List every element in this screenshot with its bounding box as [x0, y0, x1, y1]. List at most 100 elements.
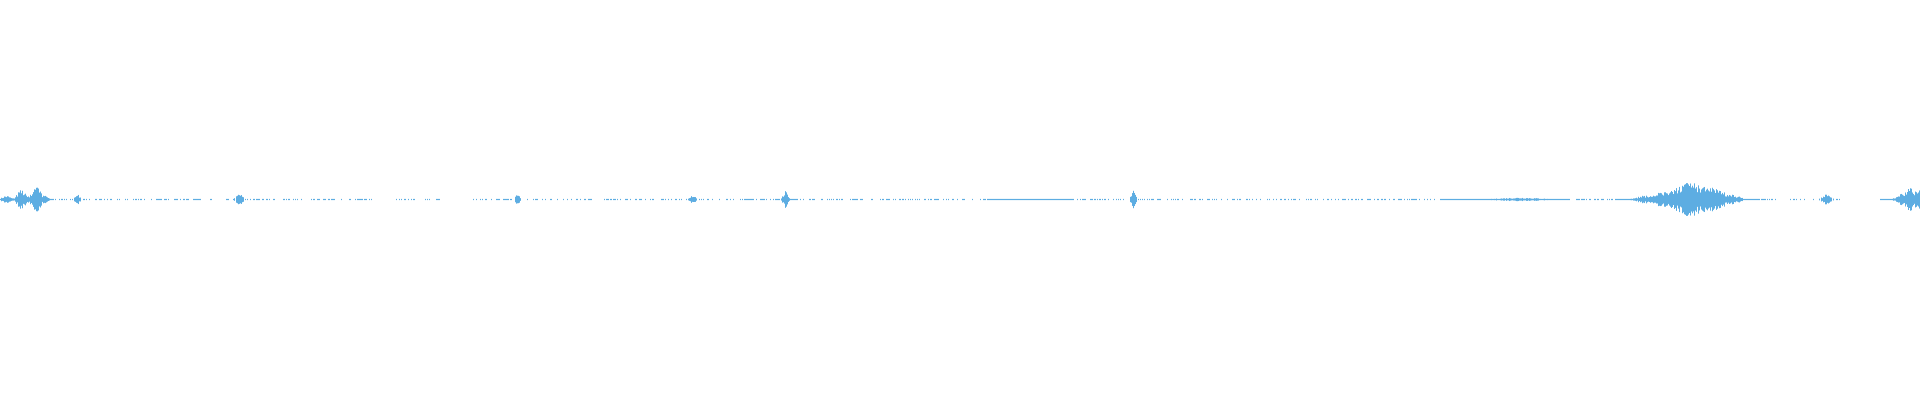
waveform-sample: [1735, 196, 1736, 203]
waveform-sample: [176, 198, 177, 201]
waveform-sample: [1000, 198, 1001, 201]
waveform-sample: [1734, 196, 1735, 203]
waveform-sample: [161, 198, 162, 201]
waveform-sample: [1727, 195, 1728, 204]
waveform-sample: [1095, 198, 1096, 201]
waveform-sample: [730, 198, 731, 201]
waveform-sample: [1233, 198, 1234, 201]
waveform-sample: [253, 198, 254, 201]
waveform-sample: [1490, 198, 1491, 201]
waveform-sample: [1138, 198, 1139, 201]
waveform-sample: [515, 196, 516, 203]
waveform-sample: [1822, 198, 1823, 201]
waveform-sample: [1682, 185, 1683, 214]
waveform-sample: [1123, 198, 1124, 201]
waveform-sample: [833, 198, 834, 201]
waveform-sample: [1676, 188, 1677, 211]
waveform-sample: [984, 198, 985, 201]
waveform-sample: [257, 198, 258, 201]
waveform-sample: [1751, 198, 1752, 201]
waveform-sample: [872, 198, 873, 201]
waveform-sample: [827, 198, 828, 201]
waveform-sample: [362, 198, 363, 201]
waveform-sample: [1481, 198, 1482, 201]
waveform-sample: [1073, 198, 1074, 201]
waveform-sample: [323, 198, 324, 201]
waveform-sample: [786, 192, 787, 207]
waveform-sample: [1130, 196, 1131, 203]
waveform-sample: [1443, 198, 1444, 201]
waveform-sample: [1560, 198, 1561, 201]
waveform-sample: [100, 198, 101, 201]
waveform-sample: [1041, 198, 1042, 201]
waveform-sample: [1578, 198, 1579, 201]
waveform-sample: [785, 191, 786, 208]
waveform-sample: [1381, 198, 1382, 201]
waveform-sample: [1328, 198, 1329, 201]
waveform-sample: [809, 198, 810, 201]
waveform-sample: [821, 198, 822, 201]
waveform-sample: [1497, 198, 1498, 201]
waveform-sample: [1036, 198, 1037, 201]
waveform-sample: [882, 198, 883, 201]
waveform-sample: [822, 198, 823, 201]
waveform-sample: [1567, 198, 1568, 201]
waveform-sample: [1666, 193, 1667, 206]
waveform-sample: [1629, 198, 1630, 201]
waveform-sample: [1053, 198, 1054, 201]
waveform-sample: [518, 195, 519, 204]
waveform-sample: [1736, 197, 1737, 202]
waveform-sample: [850, 198, 851, 201]
waveform-sample: [1790, 198, 1791, 201]
waveform-sample: [919, 198, 920, 201]
waveform-sample: [1295, 198, 1296, 201]
waveform-sample: [1356, 198, 1357, 201]
waveform-sample: [1434, 198, 1435, 201]
waveform-sample: [1723, 194, 1724, 205]
waveform-sample: [1195, 198, 1196, 201]
waveform-sample: [1294, 198, 1295, 201]
waveform-sample: [937, 198, 938, 201]
waveform-sample: [1478, 198, 1479, 201]
waveform-sample: [567, 198, 568, 201]
waveform-sample: [1050, 198, 1051, 201]
waveform-sample: [1718, 192, 1719, 207]
waveform-sample: [1175, 198, 1176, 201]
waveform-sample: [333, 198, 334, 201]
waveform-sample: [1149, 198, 1150, 201]
waveform-sample: [701, 198, 702, 201]
waveform-sample: [1526, 198, 1527, 201]
waveform-sample: [1887, 198, 1888, 201]
waveform-sample: [903, 198, 904, 201]
waveform-sample: [1239, 198, 1240, 201]
waveform-sample: [1622, 198, 1623, 201]
waveform-sample: [938, 198, 939, 201]
waveform-sample: [1327, 198, 1328, 201]
waveform-sample: [1070, 198, 1071, 201]
waveform-sample: [1092, 198, 1093, 201]
waveform-sample: [1612, 198, 1613, 201]
waveform-sample: [505, 198, 506, 201]
waveform-sample: [1039, 198, 1040, 201]
waveform-sample: [1529, 198, 1530, 201]
waveform-sample: [1754, 198, 1755, 201]
waveform-sample: [1657, 195, 1658, 204]
waveform-sample: [7, 196, 8, 203]
waveform-sample: [1344, 198, 1345, 201]
waveform-sample: [1191, 198, 1192, 201]
waveform-sample: [1558, 198, 1559, 201]
waveform-sample: [1767, 198, 1768, 201]
waveform-sample: [4, 196, 5, 203]
waveform-sample: [1664, 192, 1665, 207]
waveform-sample: [1459, 198, 1460, 201]
waveform-sample: [749, 198, 750, 201]
waveform-sample: [1021, 198, 1022, 201]
waveform-sample: [1015, 198, 1016, 201]
waveform-sample: [1652, 196, 1653, 203]
waveform-sample: [311, 198, 312, 201]
waveform-sample: [1671, 191, 1672, 208]
waveform-sample: [1643, 196, 1644, 203]
waveform-sample: [31, 196, 32, 203]
waveform-sample: [1393, 198, 1394, 201]
waveform-sample: [1514, 198, 1515, 201]
